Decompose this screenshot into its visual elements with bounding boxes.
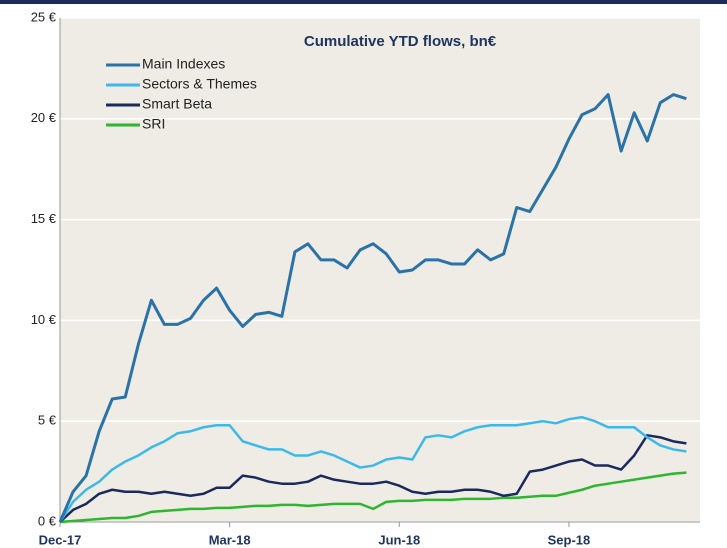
- legend-label: Smart Beta: [142, 96, 212, 112]
- series-line: [59, 471, 687, 524]
- y-tick-label: 0 €: [38, 513, 57, 528]
- chart-title: Cumulative YTD flows, bn€: [304, 33, 497, 50]
- y-tick-label: 5 €: [38, 413, 57, 428]
- x-tick-label: Mar-18: [209, 532, 251, 547]
- y-tick-label: 10 €: [31, 312, 57, 327]
- legend-label: Sectors & Themes: [142, 76, 257, 92]
- x-tick-label: Sep-18: [548, 532, 591, 547]
- y-tick-label: 20 €: [31, 110, 57, 125]
- top-bar: [0, 0, 727, 4]
- series-line: [59, 434, 687, 523]
- x-tick-label: Dec-17: [39, 532, 82, 547]
- series-line: [58, 93, 687, 523]
- series-line: [58, 415, 687, 523]
- plot-area: [60, 18, 700, 522]
- y-tick-label: 25 €: [31, 9, 57, 24]
- y-tick-label: 15 €: [31, 211, 57, 226]
- legend-label: SRI: [142, 116, 165, 132]
- x-tick-label: Jun-18: [378, 532, 420, 547]
- legend-label: Main Indexes: [142, 56, 225, 72]
